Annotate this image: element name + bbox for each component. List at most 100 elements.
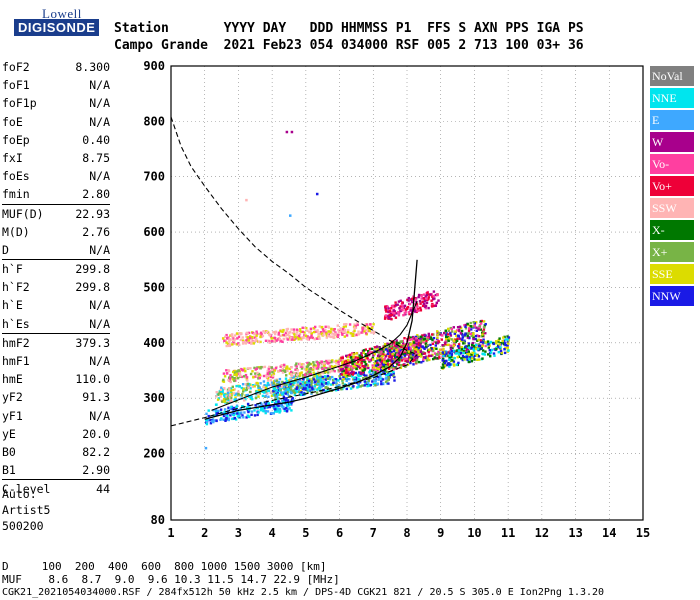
echo-point bbox=[371, 358, 375, 361]
echo-point bbox=[484, 344, 487, 348]
echo-point bbox=[354, 376, 358, 380]
echo-point bbox=[232, 340, 235, 344]
echo-point bbox=[229, 374, 232, 377]
echo-point bbox=[286, 393, 289, 396]
echo-point bbox=[426, 349, 430, 352]
echo-point bbox=[255, 332, 258, 335]
echo-point bbox=[391, 360, 394, 363]
echo-point bbox=[364, 332, 368, 335]
echo-point bbox=[265, 330, 269, 334]
echo-point bbox=[290, 409, 293, 412]
echo-point bbox=[374, 371, 377, 374]
auto-code: 500200 bbox=[2, 519, 44, 533]
echo-point bbox=[358, 371, 361, 374]
echo-point bbox=[371, 351, 374, 354]
echo-point bbox=[409, 349, 413, 353]
echo-point bbox=[476, 358, 479, 361]
echo-point bbox=[369, 369, 372, 372]
echo-point bbox=[246, 393, 250, 397]
echo-point bbox=[248, 395, 251, 398]
echo-point bbox=[395, 303, 398, 307]
echo-point bbox=[271, 400, 274, 403]
echo-point bbox=[327, 325, 330, 328]
echo-point bbox=[457, 343, 461, 346]
echo-point bbox=[377, 366, 380, 369]
echo-point bbox=[324, 370, 328, 373]
legend-entry: NNE bbox=[650, 88, 694, 108]
echo-point bbox=[270, 394, 274, 397]
echo-point bbox=[326, 374, 330, 378]
muf-row: MUF 8.6 8.7 9.0 9.6 10.3 11.5 14.7 22.9 … bbox=[2, 573, 340, 586]
legend-entry: NNW bbox=[650, 286, 694, 306]
echo-point bbox=[347, 329, 350, 332]
echo-point bbox=[423, 352, 427, 355]
echo-point bbox=[239, 407, 242, 411]
autoscaling-info: Auto: Artist5 500200 bbox=[2, 486, 50, 534]
echo-point bbox=[273, 336, 276, 339]
echo-point bbox=[488, 344, 491, 347]
echo-point bbox=[394, 301, 397, 304]
echo-point bbox=[231, 385, 234, 388]
echo-point bbox=[463, 333, 467, 337]
echo-point bbox=[291, 382, 294, 385]
echo-point bbox=[267, 367, 270, 370]
echo-point bbox=[235, 372, 238, 375]
echo-point bbox=[221, 400, 224, 403]
echo-point bbox=[437, 299, 440, 302]
echo-point bbox=[360, 364, 363, 367]
echo-point bbox=[461, 336, 464, 339]
echo-point bbox=[435, 347, 438, 350]
echo-point bbox=[449, 346, 453, 349]
echo-point bbox=[430, 354, 433, 357]
echo-point bbox=[328, 376, 331, 379]
echo-point bbox=[320, 332, 324, 335]
echo-point bbox=[364, 353, 367, 356]
echo-point bbox=[249, 367, 252, 370]
param-row: h`E N/A bbox=[2, 296, 110, 314]
echo-point bbox=[322, 331, 325, 334]
echo-point bbox=[298, 329, 302, 332]
legend-entry: W bbox=[650, 132, 694, 152]
echo-point bbox=[374, 376, 377, 379]
echo-point bbox=[386, 352, 390, 355]
echo-point bbox=[346, 359, 350, 362]
echo-point bbox=[229, 338, 232, 341]
echo-point bbox=[277, 404, 280, 408]
echo-point bbox=[455, 363, 458, 366]
echo-point bbox=[416, 339, 419, 342]
echo-point bbox=[255, 390, 258, 393]
echo-point bbox=[325, 336, 328, 339]
echo-point bbox=[227, 418, 230, 422]
echo-point bbox=[223, 339, 226, 342]
echo-point bbox=[233, 393, 237, 396]
echo-point bbox=[372, 382, 375, 386]
echo-point bbox=[418, 339, 421, 342]
echo-point bbox=[288, 381, 292, 384]
y-tick-label: 600 bbox=[143, 225, 165, 239]
echo-point bbox=[442, 347, 445, 351]
echo-point bbox=[377, 368, 380, 371]
echo-point bbox=[470, 325, 473, 328]
echo-point bbox=[289, 338, 292, 342]
param-row: h`Es N/A bbox=[2, 315, 110, 333]
echo-point bbox=[248, 341, 251, 344]
echo-point bbox=[273, 404, 277, 408]
echo-point bbox=[399, 357, 403, 360]
echo-point bbox=[299, 389, 303, 393]
echo-point bbox=[279, 334, 282, 337]
echo-point bbox=[414, 342, 417, 345]
echo-point bbox=[399, 349, 402, 352]
echo-point bbox=[377, 351, 381, 354]
echo-point bbox=[221, 390, 224, 393]
echo-point bbox=[390, 358, 393, 361]
echo-point bbox=[222, 414, 226, 418]
echo-point bbox=[403, 353, 406, 356]
echo-point bbox=[344, 375, 348, 378]
echo-point bbox=[272, 372, 276, 375]
echo-point bbox=[306, 329, 309, 332]
echo-point bbox=[408, 344, 411, 347]
echo-point bbox=[383, 348, 386, 351]
echo-point bbox=[383, 357, 387, 360]
echo-point bbox=[313, 330, 316, 334]
echo-point bbox=[399, 364, 403, 367]
